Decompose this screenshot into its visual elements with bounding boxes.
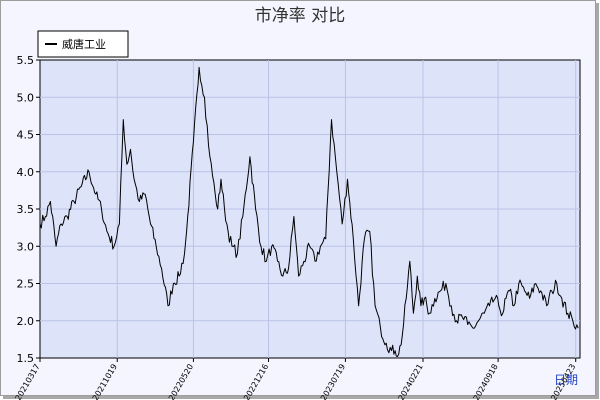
legend: 威唐工业 [37,30,129,58]
y-tick-label: 1.5 [17,352,35,365]
x-tick-label: 20230719 [319,363,347,400]
x-tick-label: 20210317 [14,363,42,400]
y-tick-label: 3.0 [17,240,35,253]
x-tick-label: 20211019 [91,363,119,400]
x-tick-label: 20221216 [242,363,270,400]
x-tick-label: 20240221 [397,363,425,400]
chart-title: 市净率 对比 [255,6,345,26]
x-tick-label: 20240918 [472,363,500,400]
x-axis-label: 日期 [554,373,578,387]
y-tick-label: 5.0 [17,91,35,104]
y-tick-label: 4.0 [17,166,35,179]
x-axis-ticks: 20210317 20211019 20220520 20221216 20230719… [14,358,577,400]
series-lines [39,66,579,357]
y-tick-label: 5.5 [17,54,35,67]
legend-label: 威唐工业 [62,37,106,51]
y-tick-label: 2.5 [17,278,35,291]
y-tick-label: 2.0 [17,315,35,328]
y-tick-label: 4.5 [17,129,35,142]
y-tick-label: 3.5 [17,203,35,216]
x-tick-label: 20220520 [167,363,195,400]
series-line-weitang [39,66,579,357]
legend-box [37,30,129,58]
y-axis-ticks: 1.5 2.0 2.5 3.0 3.5 4.0 4.5 5.0 5.5 [17,54,40,365]
